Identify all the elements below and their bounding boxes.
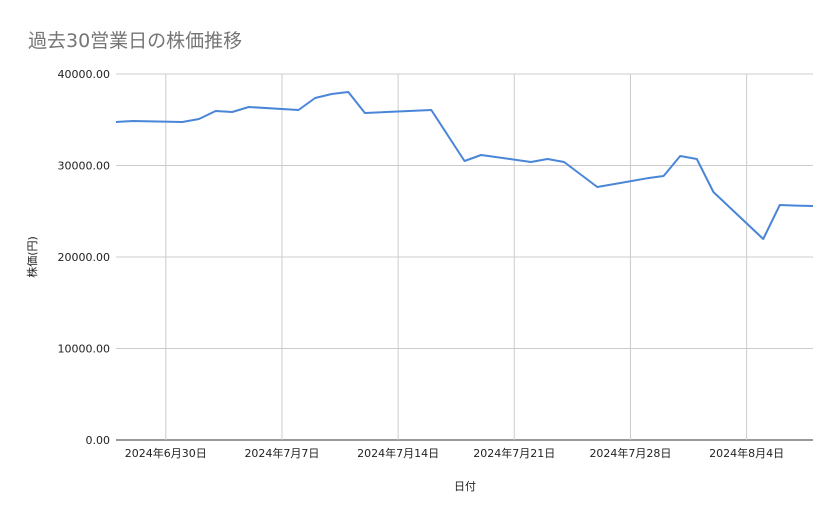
chart-title: 過去30営業日の株価推移 [28, 30, 243, 52]
x-tick-label: 2024年7月28日 [589, 446, 671, 460]
y-axis-label: 株価(円) [25, 236, 39, 278]
x-tick-label: 2024年7月7日 [244, 446, 319, 460]
x-tick-label: 2024年7月21日 [473, 446, 555, 460]
y-tick-label: 20000.00 [58, 251, 111, 264]
y-tick-label: 10000.00 [58, 343, 111, 356]
tick-labels: 0.00 10000.00 20000.00 30000.00 40000.00 2024… [58, 68, 785, 460]
x-tick-label: 2024年7月14日 [357, 446, 439, 460]
y-tick-label: 30000.00 [58, 160, 111, 173]
grid [116, 73, 813, 441]
x-axis-label: 日付 [454, 480, 476, 493]
y-tick-label: 0.00 [86, 434, 111, 447]
x-tick-label: 2024年8月4日 [709, 446, 784, 460]
series-line [115, 91, 814, 240]
x-tick-label: 2024年6月30日 [125, 446, 207, 460]
y-tick-label: 40000.00 [58, 68, 111, 81]
